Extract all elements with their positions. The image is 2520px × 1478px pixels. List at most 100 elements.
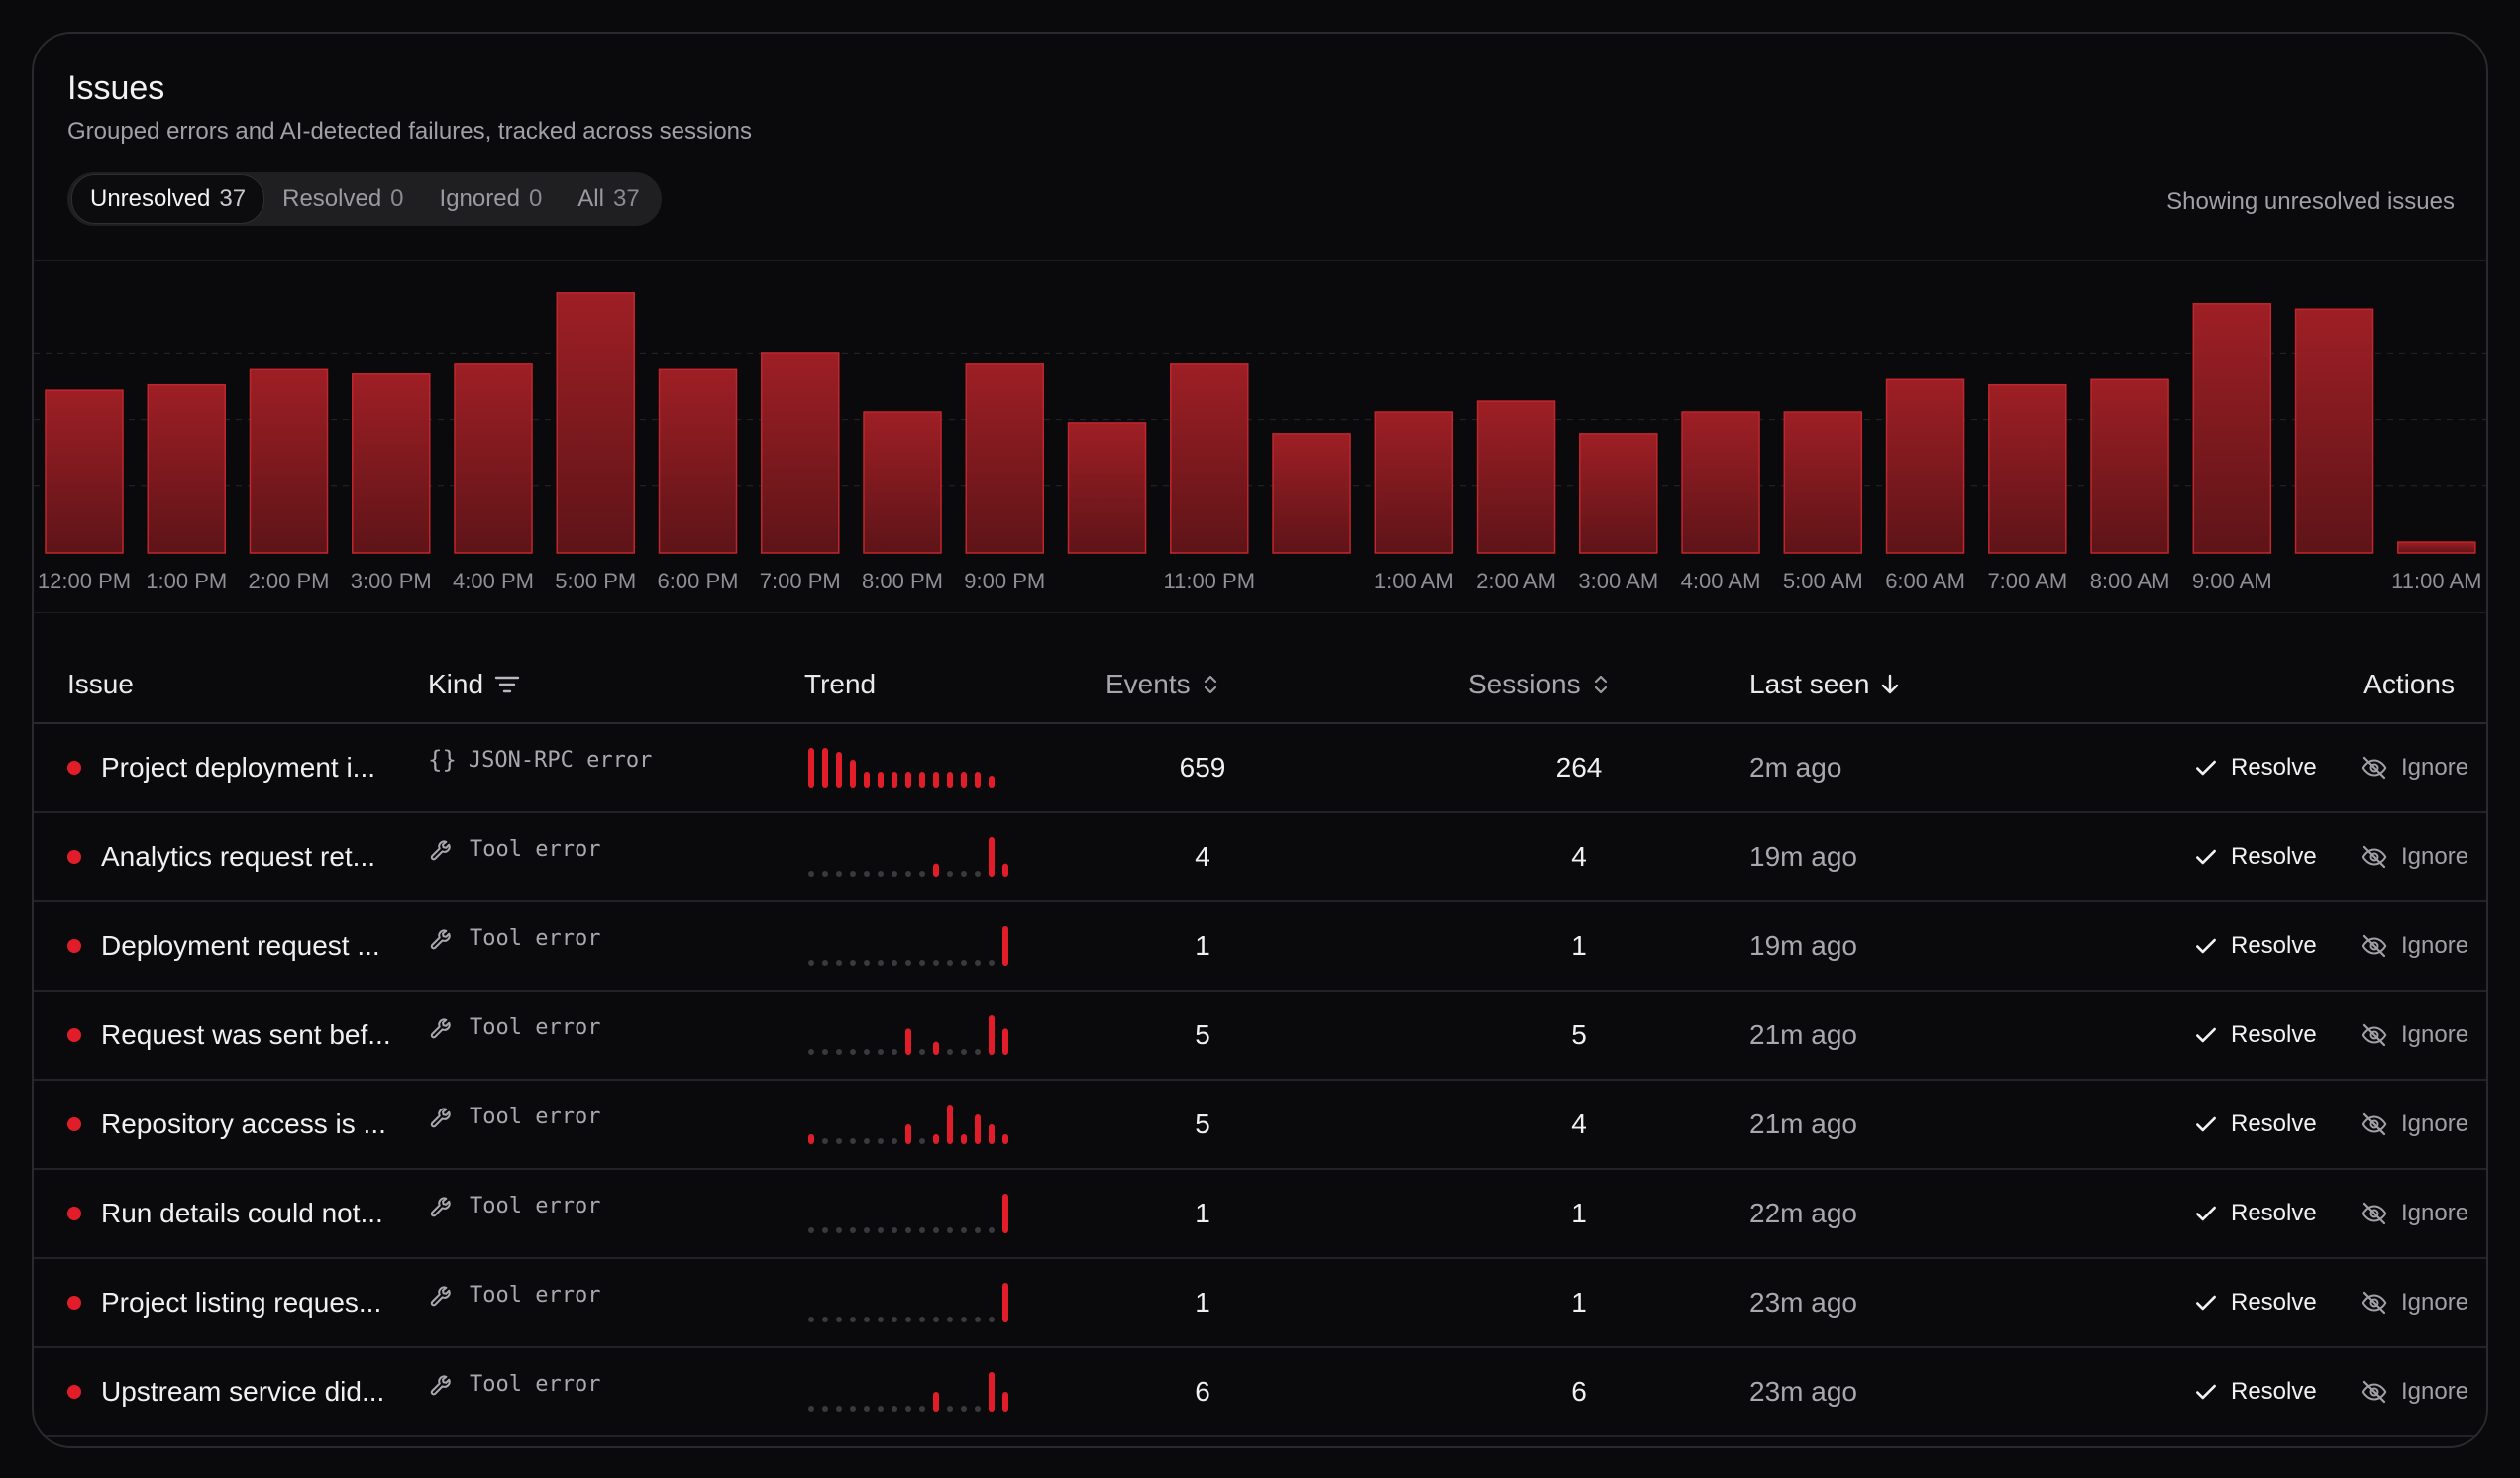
resolve-button[interactable]: Resolve bbox=[2193, 992, 2317, 1079]
kind-cell: {} JSON-RPC error bbox=[428, 716, 652, 803]
resolve-button[interactable]: Resolve bbox=[2193, 1081, 2317, 1168]
issue-title: Upstream service did... bbox=[101, 1376, 385, 1407]
tab-all[interactable]: All 37 bbox=[560, 175, 657, 223]
events-count: 4 bbox=[1195, 841, 1210, 872]
chart-bar[interactable] bbox=[1170, 363, 1249, 554]
table-row[interactable]: Request was sent bef... Tool error 5 5 21m a… bbox=[34, 992, 2486, 1081]
sparkline-empty-point bbox=[975, 960, 981, 966]
column-header-actions: Actions bbox=[2363, 669, 2455, 700]
column-header-kind[interactable]: Kind bbox=[428, 669, 521, 700]
sparkline-empty-point bbox=[919, 1317, 925, 1322]
sparkline-empty-point bbox=[961, 871, 967, 877]
chart-bar[interactable] bbox=[1579, 433, 1658, 554]
chart-bar[interactable] bbox=[761, 352, 840, 554]
column-header-last-seen[interactable]: Last seen bbox=[1749, 669, 1901, 700]
sparkline-empty-point bbox=[919, 1227, 925, 1233]
tab-ignored[interactable]: Ignored 0 bbox=[422, 175, 561, 223]
resolve-button[interactable]: Resolve bbox=[2193, 813, 2317, 900]
chart-bar[interactable] bbox=[147, 383, 227, 554]
chart-bar[interactable] bbox=[2397, 541, 2476, 554]
issue-cell[interactable]: Repository access is ... bbox=[67, 1081, 386, 1168]
chart-bar[interactable] bbox=[556, 292, 636, 554]
chart-bar[interactable] bbox=[2090, 378, 2169, 554]
tab-resolved[interactable]: Resolved 0 bbox=[264, 175, 421, 223]
table-row[interactable]: Run details could not... Tool error 1 1 22m … bbox=[34, 1170, 2486, 1259]
chart-bar[interactable] bbox=[1885, 378, 1965, 554]
table-row[interactable]: Project listing reques... Tool error 1 1 23m… bbox=[34, 1259, 2486, 1348]
ignore-button[interactable]: Ignore bbox=[2360, 1170, 2468, 1257]
column-header-sessions[interactable]: Sessions bbox=[1468, 669, 1611, 700]
arrow-down-icon[interactable] bbox=[1879, 672, 1901, 697]
divider bbox=[34, 260, 2486, 261]
resolve-button[interactable]: Resolve bbox=[2193, 1259, 2317, 1346]
tab-unresolved[interactable]: Unresolved 37 bbox=[71, 174, 265, 224]
sparkline-empty-point bbox=[836, 960, 842, 966]
table-row[interactable]: Project deployment i... {} JSON-RPC error 6… bbox=[34, 724, 2486, 813]
tab-count: 37 bbox=[612, 185, 640, 212]
column-header-events[interactable]: Events bbox=[1105, 669, 1220, 700]
resolve-label: Resolve bbox=[2231, 754, 2317, 781]
ignore-button[interactable]: Ignore bbox=[2360, 813, 2468, 900]
column-header-trend: Trend bbox=[804, 669, 876, 700]
chart-bar[interactable] bbox=[965, 363, 1045, 554]
issue-cell[interactable]: Upstream service did... bbox=[67, 1348, 384, 1435]
chart-bar[interactable] bbox=[863, 411, 942, 554]
sparkline-empty-point bbox=[961, 1406, 967, 1412]
kind-label: JSON-RPC error bbox=[468, 747, 653, 773]
table-row[interactable]: Repository access is ... Tool error 5 4 21m … bbox=[34, 1081, 2486, 1170]
chart-bar[interactable] bbox=[1783, 411, 1863, 554]
x-tick-label: 7:00 PM bbox=[760, 569, 841, 593]
x-tick-label: 7:00 AM bbox=[1987, 569, 2067, 593]
table-row[interactable]: Analytics request ret... Tool error 4 4 19m … bbox=[34, 813, 2486, 902]
issue-cell[interactable]: Project deployment i... bbox=[67, 724, 375, 811]
sparkline-empty-point bbox=[836, 1317, 842, 1322]
chart-bar[interactable] bbox=[658, 368, 738, 554]
ignore-button[interactable]: Ignore bbox=[2360, 902, 2468, 990]
kind-label: Tool error bbox=[470, 1104, 601, 1129]
issue-cell[interactable]: Analytics request ret... bbox=[67, 813, 375, 900]
sort-icon[interactable] bbox=[1201, 672, 1220, 697]
chart-bar[interactable] bbox=[1272, 433, 1351, 554]
issue-cell[interactable]: Request was sent bef... bbox=[67, 992, 391, 1079]
chart-bar[interactable] bbox=[1374, 411, 1454, 554]
chart-bar[interactable] bbox=[454, 363, 533, 554]
chart-bar[interactable] bbox=[45, 389, 124, 554]
sparkline-empty-point bbox=[822, 960, 828, 966]
sparkline-empty-point bbox=[919, 960, 925, 966]
sort-icon[interactable] bbox=[1591, 672, 1611, 697]
chart-bar[interactable] bbox=[2192, 303, 2272, 554]
chart-bar[interactable] bbox=[249, 368, 329, 554]
chart-bar[interactable] bbox=[1988, 383, 2067, 554]
issue-cell[interactable]: Project listing reques... bbox=[67, 1259, 381, 1346]
status-dot bbox=[67, 1296, 81, 1310]
wrench-icon bbox=[430, 1108, 451, 1128]
sparkline-empty-point bbox=[878, 1227, 884, 1233]
sparkline-empty-point bbox=[836, 1049, 842, 1055]
sparkline-empty-point bbox=[808, 1049, 814, 1055]
filter-icon[interactable] bbox=[493, 673, 521, 696]
resolve-button[interactable]: Resolve bbox=[2193, 724, 2317, 811]
issue-cell[interactable]: Deployment request ... bbox=[67, 902, 380, 990]
chart-bar[interactable] bbox=[1476, 400, 1556, 554]
resolve-button[interactable]: Resolve bbox=[2193, 902, 2317, 990]
ignore-button[interactable]: Ignore bbox=[2360, 1348, 2468, 1435]
resolve-button[interactable]: Resolve bbox=[2193, 1348, 2317, 1435]
sparkline-bar bbox=[878, 772, 884, 788]
sparkline-empty-point bbox=[850, 960, 856, 966]
chart-bar[interactable] bbox=[1681, 411, 1760, 554]
ignore-button[interactable]: Ignore bbox=[2360, 992, 2468, 1079]
chart-bar[interactable] bbox=[2294, 308, 2374, 554]
sparkline-empty-point bbox=[989, 960, 995, 966]
table-row[interactable]: Upstream service did... Tool error 6 6 23m a… bbox=[34, 1348, 2486, 1437]
ignore-button[interactable]: Ignore bbox=[2360, 1081, 2468, 1168]
issue-title: Analytics request ret... bbox=[101, 841, 376, 872]
chart-bar[interactable] bbox=[1067, 422, 1147, 554]
check-icon bbox=[2196, 1116, 2216, 1132]
table-row[interactable]: Deployment request ... Tool error 1 1 19m ag… bbox=[34, 902, 2486, 992]
chart-bar[interactable] bbox=[352, 373, 431, 554]
issue-cell[interactable]: Run details could not... bbox=[67, 1170, 383, 1257]
ignore-button[interactable]: Ignore bbox=[2360, 724, 2468, 811]
sparkline-empty-point bbox=[878, 1317, 884, 1322]
ignore-button[interactable]: Ignore bbox=[2360, 1259, 2468, 1346]
resolve-button[interactable]: Resolve bbox=[2193, 1170, 2317, 1257]
